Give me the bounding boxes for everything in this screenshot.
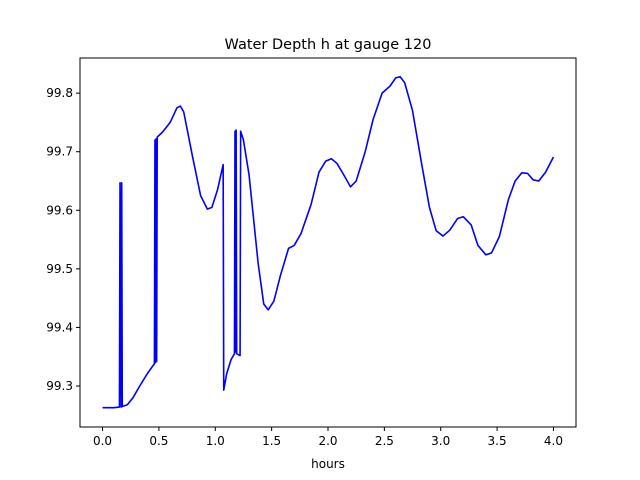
x-tick-label: 3.0 [431, 434, 450, 448]
x-tick-label: 2.5 [375, 434, 394, 448]
x-tick-label: 3.5 [488, 434, 507, 448]
y-tick-label: 99.5 [46, 262, 73, 276]
series-line-1 [102, 75, 555, 409]
y-tick-label: 99.4 [46, 320, 73, 334]
series-layer [102, 75, 555, 409]
y-tick-label: 99.8 [46, 86, 73, 100]
x-axis-label: hours [311, 457, 345, 471]
x-axis: 0.0 0.5 1.0 1.5 2.0 2.5 3.0 3.5 4.0 [93, 427, 563, 448]
y-tick-label: 99.3 [46, 379, 73, 393]
x-tick-label: 2.0 [318, 434, 337, 448]
y-tick-label: 99.6 [46, 203, 73, 217]
x-tick-label: 1.0 [206, 434, 225, 448]
y-axis: 99.3 99.4 99.5 99.6 99.7 99.8 [46, 86, 80, 393]
y-tick-label: 99.7 [46, 145, 73, 159]
chart-title: Water Depth h at gauge 120 [225, 37, 432, 53]
x-tick-label: 0.5 [149, 434, 168, 448]
x-tick-label: 4.0 [544, 434, 563, 448]
x-tick-label: 0.0 [93, 434, 112, 448]
x-tick-label: 1.5 [262, 434, 281, 448]
